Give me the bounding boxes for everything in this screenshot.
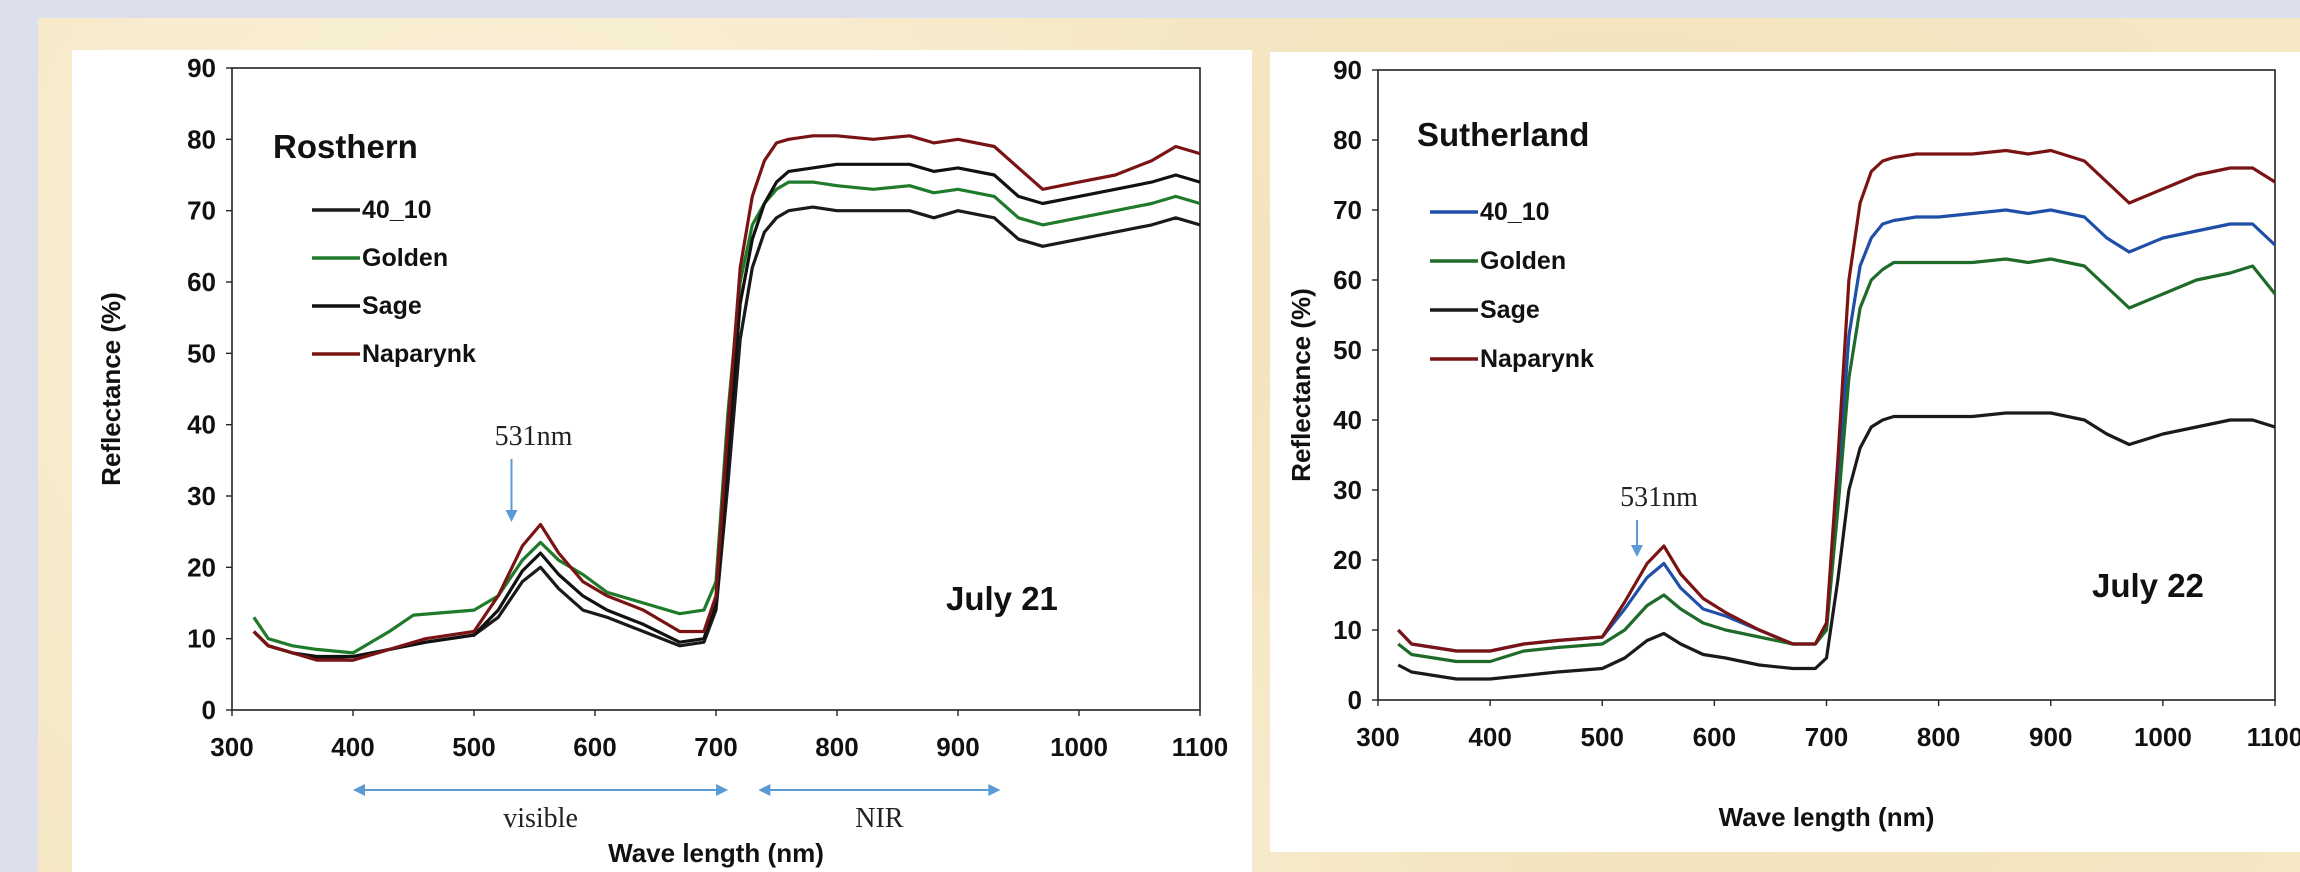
range-annotation-label: visible bbox=[503, 803, 578, 834]
x-axis-label: Wave length (nm) bbox=[608, 838, 824, 868]
y-tick-label: 90 bbox=[1333, 55, 1362, 85]
x-tick-label: 300 bbox=[1356, 722, 1399, 752]
y-tick-label: 30 bbox=[187, 481, 216, 511]
peak-annotation-label: 531nm bbox=[495, 421, 573, 452]
range-arrow-head-left bbox=[758, 784, 771, 796]
y-tick-label: 80 bbox=[187, 124, 216, 154]
legend-label: Golden bbox=[362, 244, 448, 272]
date-label: July 22 bbox=[2092, 567, 2204, 604]
range-arrow-head-right bbox=[716, 784, 729, 796]
x-tick-label: 900 bbox=[2029, 722, 2072, 752]
x-tick-label: 1100 bbox=[1172, 732, 1228, 762]
peak-annotation-label: 531nm bbox=[1620, 482, 1698, 513]
x-tick-label: 600 bbox=[573, 732, 616, 762]
x-axis-label: Wave length (nm) bbox=[1719, 802, 1935, 832]
y-tick-label: 30 bbox=[1333, 475, 1362, 505]
y-tick-label: 60 bbox=[187, 267, 216, 297]
y-tick-label: 60 bbox=[1333, 265, 1362, 295]
series-line-naparynk bbox=[1397, 148, 2276, 653]
series-line-sage bbox=[1397, 411, 2276, 681]
y-tick-label: 90 bbox=[187, 53, 216, 83]
legend-label: Sage bbox=[362, 292, 422, 320]
legend-label: Naparynk bbox=[1480, 345, 1594, 373]
x-tick-label: 1100 bbox=[2247, 722, 2300, 752]
x-tick-label: 800 bbox=[1917, 722, 1960, 752]
series-line-sage bbox=[252, 162, 1201, 659]
y-tick-label: 20 bbox=[1333, 545, 1362, 575]
date-label: July 21 bbox=[946, 580, 1058, 617]
y-tick-label: 0 bbox=[1348, 685, 1362, 715]
y-axis-label: Reflectance (%) bbox=[96, 292, 126, 486]
y-tick-label: 40 bbox=[187, 410, 216, 440]
series-line-naparynk bbox=[252, 134, 1201, 662]
x-tick-label: 400 bbox=[331, 732, 374, 762]
y-tick-label: 70 bbox=[187, 196, 216, 226]
legend-label: Naparynk bbox=[362, 340, 476, 368]
x-tick-label: 900 bbox=[936, 732, 979, 762]
x-tick-label: 400 bbox=[1468, 722, 1511, 752]
site-title: Rosthern bbox=[273, 128, 418, 165]
y-axis-label: Reflectance (%) bbox=[1286, 288, 1316, 482]
x-tick-label: 600 bbox=[1693, 722, 1736, 752]
x-tick-label: 500 bbox=[1581, 722, 1624, 752]
y-tick-label: 10 bbox=[187, 624, 216, 654]
x-tick-label: 700 bbox=[1805, 722, 1848, 752]
series-line-golden bbox=[1397, 257, 2277, 664]
panel-2-background bbox=[1270, 52, 2300, 852]
range-arrow-head-left bbox=[353, 784, 365, 796]
y-tick-label: 0 bbox=[202, 695, 216, 725]
y-tick-label: 40 bbox=[1333, 405, 1362, 435]
x-tick-label: 1000 bbox=[1050, 732, 1108, 762]
x-tick-label: 1000 bbox=[2134, 722, 2192, 752]
y-tick-label: 10 bbox=[1333, 615, 1362, 645]
range-annotation-label: NIR bbox=[855, 803, 904, 834]
x-tick-label: 500 bbox=[452, 732, 495, 762]
chart-rosthern: 0 10 20 30 40 50 60 70 80 90 300 400 500 600 700 800 900… bbox=[96, 53, 1228, 868]
chart-sutherland: 0 10 20 30 40 50 60 70 80 90 300 400 500 600 700 800 900… bbox=[1286, 55, 2300, 832]
y-tick-label: 20 bbox=[187, 552, 216, 582]
x-tick-label: 800 bbox=[815, 732, 858, 762]
peak-arrow-head bbox=[1631, 545, 1644, 557]
site-title: Sutherland bbox=[1417, 116, 1589, 153]
legend-label: Golden bbox=[1480, 247, 1566, 275]
legend-label: 40_10 bbox=[362, 196, 432, 224]
x-tick-label: 300 bbox=[210, 732, 253, 762]
x-tick-label: 700 bbox=[694, 732, 737, 762]
legend-label: 40_10 bbox=[1480, 198, 1550, 226]
peak-arrow-head bbox=[505, 510, 518, 522]
range-arrow-head-right bbox=[988, 784, 1001, 796]
y-tick-label: 70 bbox=[1333, 195, 1362, 225]
legend-label: Sage bbox=[1480, 296, 1540, 324]
y-tick-label: 80 bbox=[1333, 125, 1362, 155]
y-tick-label: 50 bbox=[187, 338, 216, 368]
y-tick-label: 50 bbox=[1333, 335, 1362, 365]
